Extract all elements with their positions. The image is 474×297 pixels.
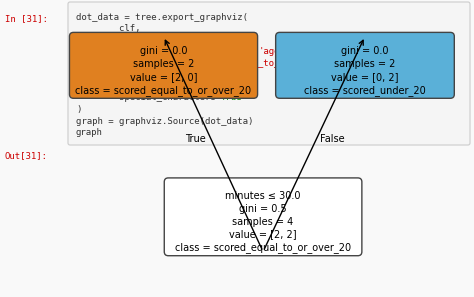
Text: ): ) — [76, 105, 82, 114]
Text: feature_names=[: feature_names=[ — [76, 48, 200, 56]
Text: 'scored_under_20': 'scored_under_20' — [350, 59, 441, 68]
Text: gini = 0.0: gini = 0.0 — [140, 46, 187, 56]
Text: gini = 0.0: gini = 0.0 — [341, 46, 389, 56]
Text: Out[31]:: Out[31]: — [5, 151, 48, 160]
FancyBboxPatch shape — [164, 178, 362, 256]
Text: value = [0, 2]: value = [0, 2] — [331, 72, 399, 82]
Text: value = [2, 0]: value = [2, 0] — [130, 72, 197, 82]
Text: clf,: clf, — [76, 24, 140, 34]
Text: ,: , — [178, 70, 183, 80]
Text: minutes ≤ 30.0: minutes ≤ 30.0 — [225, 192, 301, 201]
Text: graph: graph — [76, 128, 103, 137]
FancyBboxPatch shape — [68, 2, 470, 145]
FancyBboxPatch shape — [70, 32, 257, 98]
Text: gini = 0.5: gini = 0.5 — [239, 204, 287, 214]
Text: True: True — [162, 82, 183, 91]
Text: False: False — [319, 134, 344, 144]
Text: ],: ], — [441, 59, 452, 68]
Text: True: True — [221, 94, 243, 102]
Text: samples = 2: samples = 2 — [133, 59, 194, 69]
Text: filled=: filled= — [76, 70, 156, 80]
Text: value = [2, 2]: value = [2, 2] — [229, 230, 297, 239]
Text: ],: ], — [339, 48, 350, 56]
Text: In [31]:: In [31]: — [5, 14, 48, 23]
Text: dot_data = tree.export_graphviz(: dot_data = tree.export_graphviz( — [76, 13, 248, 22]
Text: out_file=: out_file= — [76, 36, 167, 45]
Text: ,: , — [248, 48, 259, 56]
Text: None: None — [167, 36, 189, 45]
Text: 'minutes': 'minutes' — [200, 48, 248, 56]
Text: samples = 2: samples = 2 — [334, 59, 396, 69]
Text: graph = graphviz.Source(dot_data): graph = graphviz.Source(dot_data) — [76, 116, 254, 126]
Text: ,: , — [339, 59, 350, 68]
Text: ,: , — [286, 48, 296, 56]
Text: True: True — [156, 70, 178, 80]
Text: ,: , — [189, 36, 194, 45]
Text: class = scored_equal_to_or_over_20: class = scored_equal_to_or_over_20 — [175, 242, 351, 253]
Text: ,: , — [183, 82, 189, 91]
Text: samples = 4: samples = 4 — [232, 217, 294, 227]
Text: 'scored_equal_to_or_over_20': 'scored_equal_to_or_over_20' — [189, 59, 339, 68]
Text: class_names=[: class_names=[ — [76, 59, 189, 68]
Text: rounded=: rounded= — [76, 82, 162, 91]
Text: class = scored_under_20: class = scored_under_20 — [304, 85, 426, 96]
Text: 'age': 'age' — [259, 48, 286, 56]
Text: special_characters=: special_characters= — [76, 94, 221, 102]
FancyBboxPatch shape — [276, 32, 454, 98]
Text: True: True — [185, 134, 206, 144]
Text: 'height': 'height' — [296, 48, 339, 56]
Text: class = scored_equal_to_or_over_20: class = scored_equal_to_or_over_20 — [75, 85, 252, 96]
